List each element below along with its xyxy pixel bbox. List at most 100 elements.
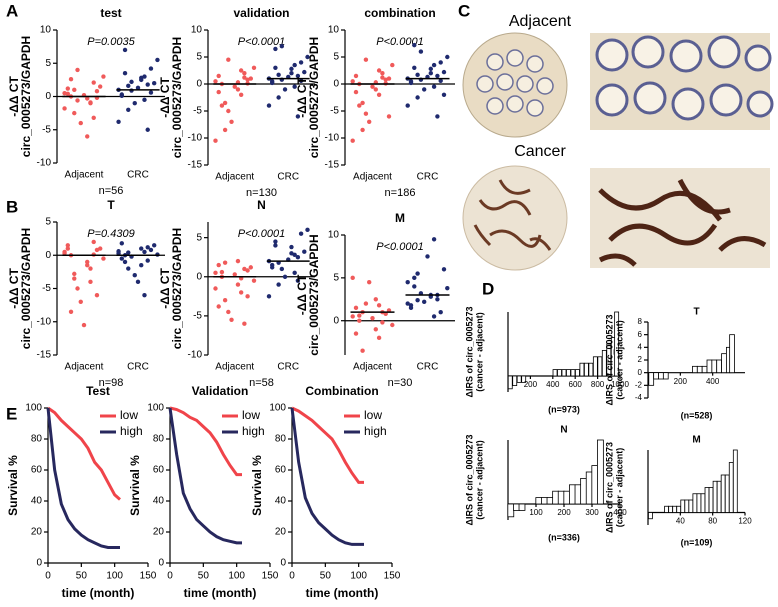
image-title: Cancer <box>514 143 566 160</box>
bar <box>535 497 543 505</box>
chart-title: Validation <box>192 384 249 398</box>
bar <box>521 375 527 383</box>
data-point <box>431 62 437 68</box>
bar <box>557 369 562 377</box>
data-point <box>302 249 307 254</box>
bar <box>662 372 669 380</box>
x-tick-label: 300 <box>585 508 599 517</box>
data-point <box>148 247 154 253</box>
data-point <box>282 274 288 279</box>
data-point <box>85 263 90 268</box>
data-point <box>380 71 385 76</box>
data-point <box>408 303 414 308</box>
bar <box>688 499 694 513</box>
data-point <box>373 87 378 92</box>
y-tick-label: -5 <box>193 311 202 322</box>
data-point <box>129 79 134 85</box>
y-tick-label: 60 <box>31 465 43 476</box>
data-point <box>383 77 388 82</box>
bar <box>720 474 726 513</box>
data-point <box>238 290 244 295</box>
x-tick-label: 150 <box>384 571 401 582</box>
y-tick-label: 20 <box>275 527 287 538</box>
data-point <box>295 278 301 283</box>
legend-label: low <box>364 408 382 422</box>
y-tick-label: 10 <box>40 25 52 36</box>
data-point <box>431 314 437 319</box>
legend-label: low <box>242 408 260 422</box>
y-tick-label: 0 <box>158 558 164 569</box>
data-point <box>251 278 257 283</box>
data-point <box>248 265 253 270</box>
data-point <box>279 44 285 49</box>
data-point <box>78 120 83 126</box>
data-point <box>238 68 244 73</box>
x-tick-label: Adjacent <box>65 362 104 373</box>
y-tick-label: -10 <box>37 316 52 327</box>
data-point <box>152 81 157 86</box>
annotation: P=0.4309 <box>87 228 134 240</box>
bar <box>712 480 718 513</box>
y-tick-label: 0 <box>333 79 339 90</box>
bar <box>561 369 567 377</box>
bar <box>512 375 518 387</box>
data-point <box>148 90 154 95</box>
data-point <box>276 282 281 287</box>
data-point <box>98 246 103 251</box>
data-point <box>145 127 150 132</box>
data-point <box>441 92 447 98</box>
y-axis-label: -ΔΔ CT <box>295 274 309 315</box>
bar <box>648 372 655 386</box>
survival-line <box>169 406 242 477</box>
survival-line <box>46 407 120 549</box>
data-point <box>72 271 77 277</box>
data-point <box>428 71 433 76</box>
x-tick-label: Adjacent <box>215 362 254 373</box>
bar <box>557 490 565 505</box>
data-point <box>216 304 221 309</box>
x-tick-label: 0 <box>289 571 295 582</box>
y-tick-label: 40 <box>275 496 287 507</box>
data-point <box>126 83 131 89</box>
y-tick-label: 5 <box>45 217 51 228</box>
data-point <box>122 259 128 265</box>
data-point <box>65 246 71 251</box>
bar <box>601 349 607 377</box>
data-point <box>216 73 221 79</box>
data-point <box>373 327 378 332</box>
data-point <box>213 138 218 143</box>
data-point <box>119 241 125 246</box>
data-point <box>363 111 369 116</box>
data-point <box>412 65 417 71</box>
data-point <box>226 309 231 315</box>
data-point <box>273 239 278 244</box>
data-point <box>270 265 275 270</box>
data-point <box>292 252 297 258</box>
panel-label: E <box>6 404 17 423</box>
data-point <box>357 318 362 323</box>
data-point <box>222 260 228 265</box>
y-tick-label: -15 <box>188 160 203 171</box>
y-tick-label: 80 <box>31 434 43 445</box>
y-axis-label: Survival % <box>250 455 264 516</box>
data-point <box>270 80 275 86</box>
data-point <box>425 254 430 259</box>
x-tick-label: 100 <box>529 508 543 517</box>
data-point <box>295 73 301 79</box>
bar <box>588 362 594 377</box>
bar <box>680 499 686 513</box>
data-point <box>276 95 281 100</box>
data-point <box>353 305 359 311</box>
x-tick-label: 0 <box>45 571 51 582</box>
x-tick-label: 100 <box>228 571 245 582</box>
survival-line <box>47 406 121 501</box>
data-point <box>376 68 382 73</box>
data-point <box>305 54 310 60</box>
data-point <box>94 88 100 94</box>
data-point <box>418 49 424 54</box>
chart-title: validation <box>233 6 289 20</box>
bar <box>704 487 710 513</box>
x-tick-label: 200 <box>674 377 688 386</box>
y-tick-label: 80 <box>275 434 287 445</box>
